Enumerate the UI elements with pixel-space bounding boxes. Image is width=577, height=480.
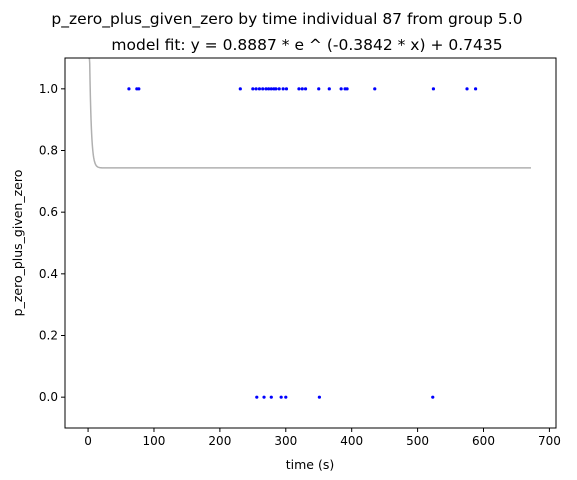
data-point bbox=[269, 87, 273, 91]
data-point bbox=[345, 87, 349, 91]
x-axis-ticks: 0 100 200 300 400 500 600 700 bbox=[84, 428, 561, 448]
data-point bbox=[317, 395, 321, 399]
x-tick-label: 500 bbox=[406, 434, 429, 448]
data-point bbox=[284, 87, 289, 91]
data-point bbox=[317, 87, 321, 91]
y-tick-label: 0.6 bbox=[39, 205, 58, 219]
x-tick-label: 700 bbox=[538, 434, 561, 448]
data-point bbox=[473, 87, 478, 91]
data-point bbox=[254, 87, 258, 91]
data-point bbox=[251, 87, 255, 91]
x-tick-label: 400 bbox=[340, 434, 363, 448]
data-point bbox=[238, 87, 242, 91]
data-point bbox=[137, 87, 141, 91]
data-point bbox=[127, 87, 131, 91]
data-point bbox=[373, 87, 377, 91]
data-point bbox=[281, 87, 285, 91]
y-tick-label: 0.4 bbox=[39, 267, 58, 281]
x-tick-label: 300 bbox=[274, 434, 297, 448]
data-point bbox=[431, 87, 436, 91]
y-tick-label: 0.8 bbox=[39, 144, 58, 158]
x-axis-label: time (s) bbox=[286, 457, 334, 472]
data-point bbox=[279, 395, 283, 399]
data-point bbox=[431, 395, 435, 399]
data-point bbox=[269, 395, 273, 399]
data-point bbox=[257, 87, 262, 91]
data-point bbox=[297, 87, 301, 91]
fit-curve bbox=[88, 58, 531, 169]
data-point bbox=[274, 87, 278, 91]
data-point bbox=[261, 87, 265, 91]
y-tick-label: 1.0 bbox=[39, 82, 58, 96]
y-tick-label: 0.2 bbox=[39, 329, 58, 343]
data-point bbox=[284, 395, 288, 399]
x-tick-label: 0 bbox=[84, 434, 92, 448]
data-points-layer bbox=[127, 87, 478, 399]
y-tick-label: 0.0 bbox=[39, 390, 58, 404]
fit-curve-layer bbox=[88, 58, 531, 169]
y-axis-ticks: 0.0 0.2 0.4 0.6 0.8 1.0 bbox=[39, 82, 65, 404]
x-tick-label: 100 bbox=[143, 434, 166, 448]
data-point bbox=[255, 395, 259, 399]
x-tick-label: 200 bbox=[208, 434, 231, 448]
data-point bbox=[327, 87, 331, 91]
data-point bbox=[339, 87, 343, 91]
data-point bbox=[267, 87, 271, 91]
plot-area-frame bbox=[64, 57, 557, 429]
data-point bbox=[303, 87, 308, 91]
data-point bbox=[277, 87, 281, 91]
y-axis-label: p_zero_plus_given_zero bbox=[10, 170, 25, 317]
chart-subtitle: model fit: y = 0.8887 * e ^ (-0.3842 * x… bbox=[111, 36, 502, 54]
x-tick-label: 600 bbox=[472, 434, 495, 448]
chart-title: p_zero_plus_given_zero by time individua… bbox=[51, 10, 522, 29]
data-point bbox=[262, 395, 266, 399]
data-point bbox=[264, 87, 268, 91]
data-point bbox=[300, 87, 304, 91]
data-point bbox=[465, 87, 469, 91]
